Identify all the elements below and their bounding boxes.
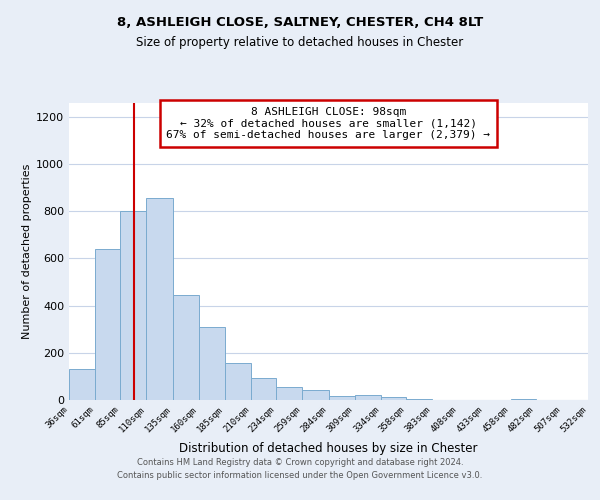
Bar — [511, 399, 536, 400]
Bar — [302, 390, 329, 400]
Bar — [225, 363, 251, 400]
Text: 8 ASHLEIGH CLOSE: 98sqm
← 32% of detached houses are smaller (1,142)
67% of semi: 8 ASHLEIGH CLOSE: 98sqm ← 32% of detache… — [167, 107, 491, 140]
Bar — [120, 211, 146, 400]
Text: Contains HM Land Registry data © Crown copyright and database right 2024.: Contains HM Land Registry data © Crown c… — [137, 458, 463, 467]
Bar — [406, 399, 432, 400]
Bar — [329, 396, 355, 400]
Bar — [199, 327, 225, 400]
Bar — [355, 396, 381, 400]
Bar — [146, 198, 173, 400]
Y-axis label: Number of detached properties: Number of detached properties — [22, 164, 32, 339]
Bar — [69, 370, 95, 400]
Bar — [173, 295, 199, 400]
Bar — [381, 397, 406, 400]
Bar — [251, 378, 276, 400]
Text: Contains public sector information licensed under the Open Government Licence v3: Contains public sector information licen… — [118, 470, 482, 480]
Text: Size of property relative to detached houses in Chester: Size of property relative to detached ho… — [136, 36, 464, 49]
Text: 8, ASHLEIGH CLOSE, SALTNEY, CHESTER, CH4 8LT: 8, ASHLEIGH CLOSE, SALTNEY, CHESTER, CH4… — [117, 16, 483, 29]
Bar — [95, 249, 120, 400]
X-axis label: Distribution of detached houses by size in Chester: Distribution of detached houses by size … — [179, 442, 478, 456]
Bar — [276, 387, 302, 400]
